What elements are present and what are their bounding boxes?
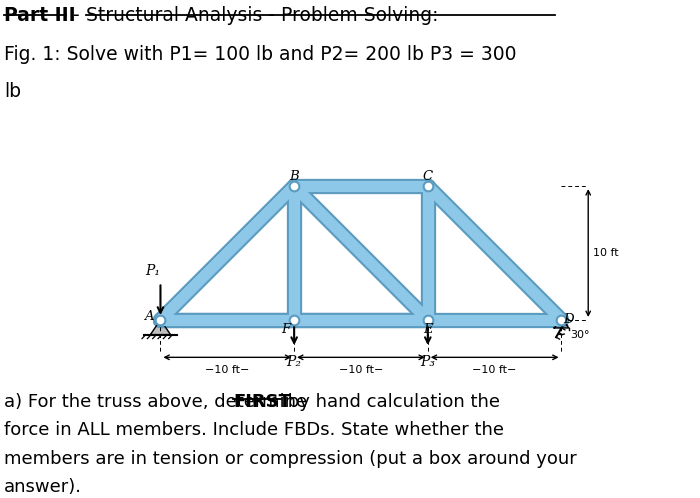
Text: −10 ft−: −10 ft−: [339, 365, 383, 374]
Text: 10 ft: 10 ft: [593, 248, 619, 258]
Text: Part III: Part III: [4, 6, 76, 25]
Text: −10 ft−: −10 ft−: [473, 365, 517, 374]
Polygon shape: [150, 320, 171, 335]
Text: P₃: P₃: [420, 356, 435, 370]
Text: −10 ft−: −10 ft−: [205, 365, 249, 374]
Text: Structural Analysis - Problem Solving:: Structural Analysis - Problem Solving:: [86, 6, 438, 25]
Text: 30°: 30°: [570, 330, 589, 340]
Text: D: D: [564, 313, 574, 326]
Text: lb: lb: [4, 82, 21, 101]
Text: force in ALL members. Include FBDs. State whether the: force in ALL members. Include FBDs. Stat…: [4, 421, 504, 439]
Text: answer).: answer).: [4, 478, 82, 497]
Text: Fig. 1: Solve with P1= 100 lb and P2= 200 lb P3 = 300: Fig. 1: Solve with P1= 100 lb and P2= 20…: [4, 45, 517, 64]
Text: E: E: [423, 323, 433, 337]
Text: B: B: [289, 170, 299, 183]
Text: C: C: [423, 170, 433, 183]
Text: P₂: P₂: [286, 356, 302, 370]
Text: a) For the truss above, determine: a) For the truss above, determine: [4, 393, 313, 411]
Text: -: -: [67, 6, 85, 25]
Polygon shape: [554, 320, 569, 328]
Text: P₁: P₁: [146, 264, 160, 278]
Text: members are in tension or compression (put a box around your: members are in tension or compression (p…: [4, 450, 577, 468]
Text: A: A: [144, 310, 153, 323]
Text: F: F: [281, 323, 290, 337]
Text: by hand calculation the: by hand calculation the: [282, 393, 500, 411]
Text: FIRST: FIRST: [233, 393, 291, 411]
